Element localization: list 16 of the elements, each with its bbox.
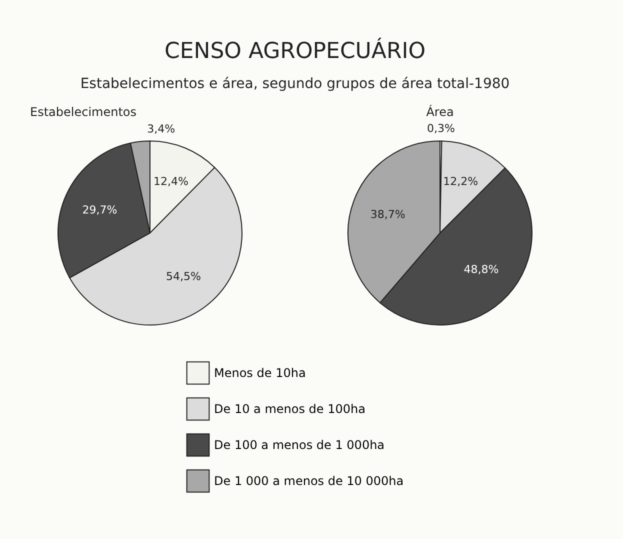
legend-label: De 1 000 a menos de 10 000ha <box>214 474 404 488</box>
data-label: 3,4% <box>147 122 176 136</box>
chart-title: Área <box>426 104 454 119</box>
legend-label: De 10 a menos de 100ha <box>214 402 366 416</box>
data-label: 12,4% <box>153 174 188 188</box>
text: CENSO AGROPECUÁRIO <box>164 37 426 64</box>
data-label: 0,3% <box>427 122 455 136</box>
legend-label: De 100 a menos de 1 000ha <box>214 438 385 452</box>
data-label: 48,8% <box>464 262 499 276</box>
data-label: 38,7% <box>370 208 406 221</box>
text: Estabelecimentos e área, segundo grupos de área total-1980 <box>80 76 510 92</box>
data-label: 29,7% <box>82 203 118 216</box>
data-label: 12,2% <box>443 174 478 188</box>
data-label: 54,5% <box>166 270 201 283</box>
chart-title: Estabelecimentos <box>30 105 137 119</box>
legend-label: Menos de 10ha <box>214 366 306 380</box>
